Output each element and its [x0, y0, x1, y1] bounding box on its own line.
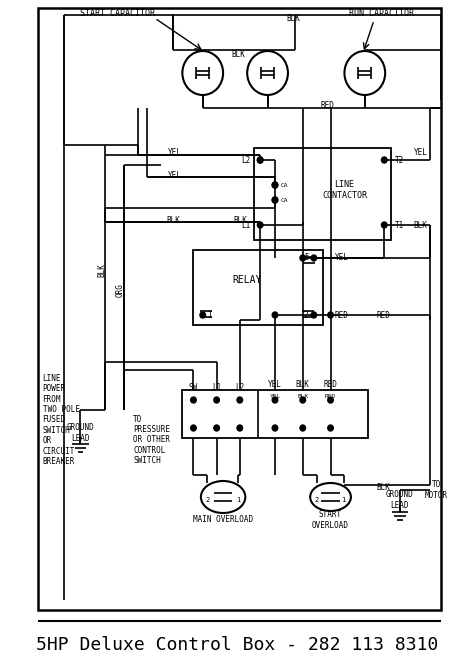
Bar [182, 390, 367, 438]
Text: TO
MOTOR: TO MOTOR [425, 480, 447, 500]
Text: 1: 1 [236, 497, 240, 503]
Text: 5: 5 [305, 252, 309, 262]
Bar [254, 148, 391, 240]
Circle shape [257, 157, 263, 163]
Text: YEL: YEL [413, 147, 427, 157]
Text: RED: RED [321, 100, 335, 110]
Circle shape [300, 425, 306, 431]
Circle shape [300, 397, 306, 403]
Text: RED: RED [376, 310, 390, 320]
Circle shape [328, 425, 333, 431]
Text: BLK: BLK [233, 215, 247, 225]
Text: 2: 2 [205, 497, 210, 503]
Text: RED: RED [335, 310, 348, 320]
Circle shape [272, 397, 278, 403]
Circle shape [200, 312, 206, 318]
Circle shape [328, 397, 333, 403]
Text: L1: L1 [242, 221, 251, 229]
Text: 5HP Deluxe Control Box - 282 113 8310: 5HP Deluxe Control Box - 282 113 8310 [36, 636, 438, 654]
Circle shape [257, 157, 263, 163]
Ellipse shape [310, 483, 351, 511]
Text: YEL: YEL [168, 147, 182, 157]
Circle shape [214, 425, 219, 431]
Text: BLK: BLK [166, 215, 180, 225]
Text: YEL: YEL [168, 171, 182, 179]
Text: YEL: YEL [335, 252, 348, 262]
Text: YEL: YEL [268, 379, 282, 389]
Text: SW: SW [189, 383, 198, 391]
Text: YEL: YEL [269, 393, 281, 399]
Circle shape [382, 222, 387, 228]
Text: BLK: BLK [297, 393, 309, 399]
Circle shape [237, 397, 243, 403]
Text: T1: T1 [394, 221, 404, 229]
Circle shape [191, 397, 196, 403]
Circle shape [257, 222, 263, 228]
Text: BLK: BLK [376, 484, 390, 492]
Circle shape [272, 182, 278, 188]
Circle shape [328, 312, 333, 318]
Circle shape [311, 255, 317, 261]
Text: RELAY: RELAY [233, 275, 262, 285]
Text: 2: 2 [315, 497, 319, 503]
Bar [38, 8, 441, 610]
Text: ORG: ORG [116, 283, 125, 297]
Circle shape [214, 397, 219, 403]
Text: LINE
POWER
FROM
TWO POLE
FUSED
SWITCH
OR
CIRCUIT
BREAKER: LINE POWER FROM TWO POLE FUSED SWITCH OR… [43, 374, 80, 466]
Circle shape [247, 51, 288, 95]
Text: 1: 1 [341, 497, 346, 503]
Circle shape [272, 312, 278, 318]
Circle shape [345, 51, 385, 95]
Circle shape [191, 425, 196, 431]
Text: LINE
CONTACTOR: LINE CONTACTOR [322, 181, 367, 200]
Text: BLK: BLK [287, 13, 301, 23]
Text: RED: RED [324, 379, 337, 389]
Circle shape [272, 197, 278, 203]
Circle shape [182, 51, 223, 95]
Circle shape [382, 157, 387, 163]
Text: L2: L2 [242, 155, 251, 165]
Text: TO
PRESSURE
OR OTHER
CONTROL
SWITCH: TO PRESSURE OR OTHER CONTROL SWITCH [133, 415, 170, 466]
Text: BLK: BLK [97, 263, 106, 277]
Text: START CAPACITOR: START CAPACITOR [81, 9, 155, 17]
Text: START
OVERLOAD: START OVERLOAD [312, 510, 349, 530]
Circle shape [311, 312, 317, 318]
Text: GROUND
LEAD: GROUND LEAD [386, 490, 414, 510]
Circle shape [272, 197, 278, 203]
Text: 1: 1 [207, 310, 212, 320]
Text: RED: RED [325, 393, 336, 399]
Text: T2: T2 [394, 155, 404, 165]
Text: CA: CA [281, 183, 288, 187]
Ellipse shape [201, 481, 246, 513]
Circle shape [300, 255, 306, 261]
Text: MAIN OVERLOAD: MAIN OVERLOAD [193, 516, 253, 524]
Text: BLK: BLK [231, 50, 245, 58]
Circle shape [237, 425, 243, 431]
Text: BLK: BLK [296, 379, 310, 389]
Text: GROUND
LEAD: GROUND LEAD [67, 423, 94, 443]
Text: BLK: BLK [413, 221, 427, 229]
Text: 2: 2 [304, 310, 308, 320]
Text: CA: CA [281, 197, 288, 203]
Text: L1: L1 [212, 383, 221, 391]
Bar [193, 250, 323, 325]
Text: RUN CAPACITOR: RUN CAPACITOR [349, 9, 414, 17]
Circle shape [272, 182, 278, 188]
Text: L2: L2 [235, 383, 245, 391]
Circle shape [272, 425, 278, 431]
